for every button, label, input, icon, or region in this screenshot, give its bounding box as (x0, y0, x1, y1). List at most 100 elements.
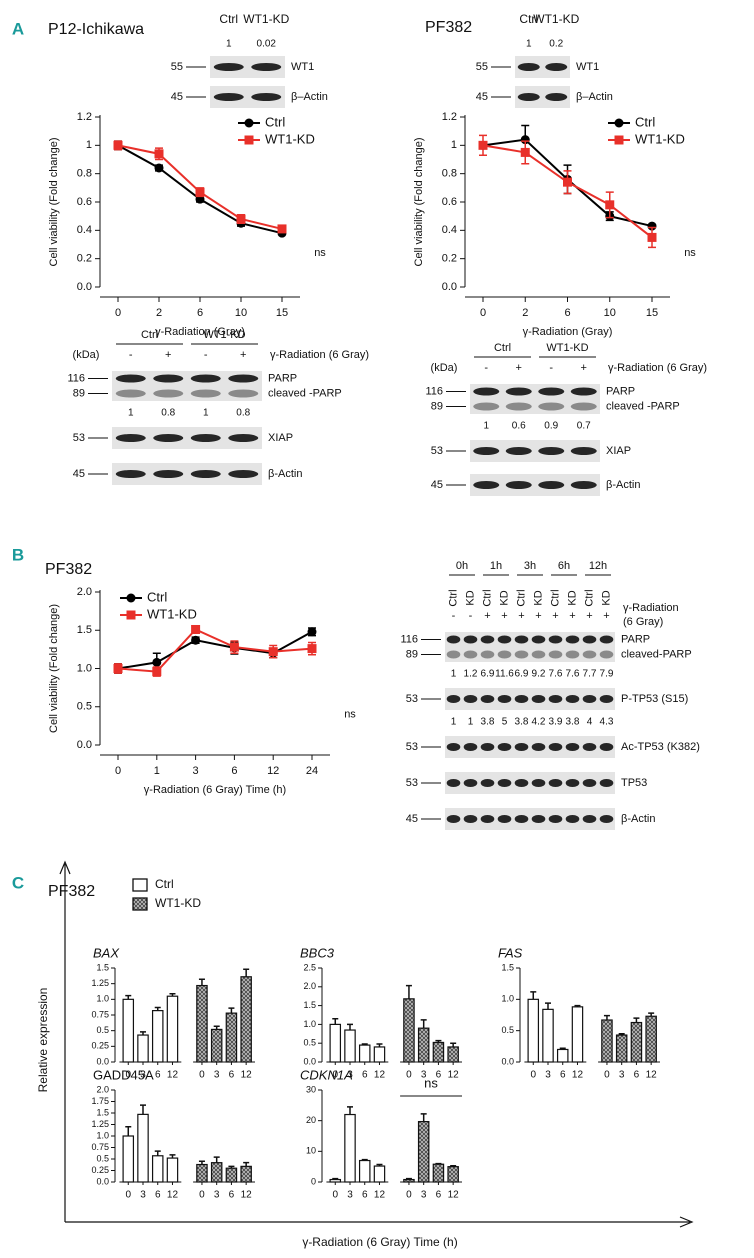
band (582, 779, 597, 787)
band (115, 434, 146, 442)
quantification: 7.6 (549, 669, 563, 680)
y-tick-label: 0 (311, 1176, 316, 1186)
quantification: 4.2 (532, 717, 546, 728)
x-tick-label: 6 (231, 765, 237, 777)
band (446, 779, 461, 787)
bar (358, 1044, 371, 1063)
error-bar (243, 1161, 250, 1167)
band (599, 635, 614, 644)
band (582, 743, 597, 751)
kda-marker: 53 (73, 432, 85, 444)
bar (240, 976, 252, 1063)
data-point (195, 187, 205, 197)
band (115, 470, 146, 478)
band (548, 779, 563, 787)
y-tick-label: 1.0 (77, 662, 92, 674)
error-bar (243, 968, 250, 977)
x-tick-label: 3 (214, 1190, 220, 1201)
band (473, 387, 500, 396)
data-point (520, 147, 530, 157)
band-label: TP53 (621, 777, 647, 789)
quantification: 0.7 (577, 421, 591, 432)
x-tick-label: 3 (421, 1190, 427, 1201)
x-axis-label: γ-Radiation (Gray) (155, 326, 245, 338)
x-tick-label: 0 (199, 1070, 205, 1081)
unit-label: (kDa) (431, 362, 458, 374)
lane-label: WT1-KD (533, 12, 579, 26)
y-tick-label: 1.5 (96, 962, 109, 972)
data-point (307, 627, 317, 637)
band (463, 743, 478, 751)
x-tick-label: 0 (115, 307, 121, 319)
blot-strip (112, 463, 262, 485)
y-tick-label: 0.0 (96, 1056, 109, 1066)
x-tick-label: 6 (229, 1190, 235, 1201)
band (446, 650, 461, 659)
panel-label: A (12, 19, 24, 38)
band (545, 63, 568, 71)
lane-group-label: 12h (589, 560, 607, 572)
treatment-sign: + (501, 610, 507, 622)
treatment-label: (6 Gray) (623, 616, 663, 628)
bar (373, 1046, 386, 1063)
lane-label: KD (532, 590, 544, 605)
error-bar (125, 994, 132, 1000)
blot-strip (470, 474, 600, 496)
lane-label: Ctrl (515, 589, 527, 606)
bar (166, 995, 179, 1063)
x-tick-label: 6 (155, 1070, 161, 1081)
band (514, 743, 529, 751)
bar (447, 1046, 459, 1063)
band (251, 93, 282, 101)
band (582, 635, 597, 644)
band (446, 635, 461, 644)
data-point (152, 667, 162, 677)
kda-marker: 55 (171, 61, 183, 73)
lane-group-label: 0h (456, 560, 468, 572)
x-tick-label: 24 (306, 765, 318, 777)
chart-title: GADD45A (93, 1067, 154, 1082)
y-tick-label: 2.5 (303, 962, 316, 972)
bar (329, 1023, 342, 1063)
y-tick-label: 1.25 (91, 1119, 109, 1129)
band (463, 695, 478, 703)
lane-group-label: Ctrl (494, 342, 511, 354)
quantification: 0.8 (236, 408, 250, 419)
bar (166, 1157, 179, 1183)
band (228, 389, 259, 398)
band (545, 93, 568, 101)
x-axis-label: γ-Radiation (6 Gray) Time (h) (302, 1235, 457, 1249)
quantification: 6.9 (515, 669, 529, 680)
quantification: 6.9 (481, 669, 495, 680)
panel-title: PF382 (48, 883, 95, 900)
y-arrow (59, 860, 71, 1222)
legend-label: WT1-KD (265, 131, 315, 146)
blot-strip (445, 688, 615, 710)
quantification: 0.6 (512, 421, 526, 432)
band-label: P-TP53 (S15) (621, 693, 688, 705)
band (153, 434, 184, 442)
y-tick-label: 0.2 (442, 253, 457, 265)
quantification: 3.8 (515, 717, 529, 728)
bar (601, 1019, 613, 1063)
y-tick-label: 0.0 (303, 1056, 316, 1066)
blot-strip (112, 427, 262, 449)
treatment-sign: + (516, 362, 522, 374)
x-tick-label: 6 (197, 307, 203, 319)
kda-marker: 45 (406, 813, 418, 825)
bar (432, 1163, 445, 1183)
band (505, 481, 532, 489)
y-tick-label: 1.2 (77, 111, 92, 123)
y-tick-label: 1.5 (303, 1000, 316, 1010)
y-tick-label: 2.0 (77, 586, 92, 598)
panel-label: B (12, 545, 24, 564)
annotation: ns (344, 708, 356, 720)
band (517, 63, 540, 71)
x-tick-label: 3 (140, 1070, 146, 1081)
band (115, 374, 146, 383)
y-tick-label: 2.0 (96, 1084, 109, 1094)
band (538, 447, 565, 455)
x-tick-label: 0 (332, 1070, 338, 1081)
x-tick-label: 12 (241, 1070, 253, 1081)
